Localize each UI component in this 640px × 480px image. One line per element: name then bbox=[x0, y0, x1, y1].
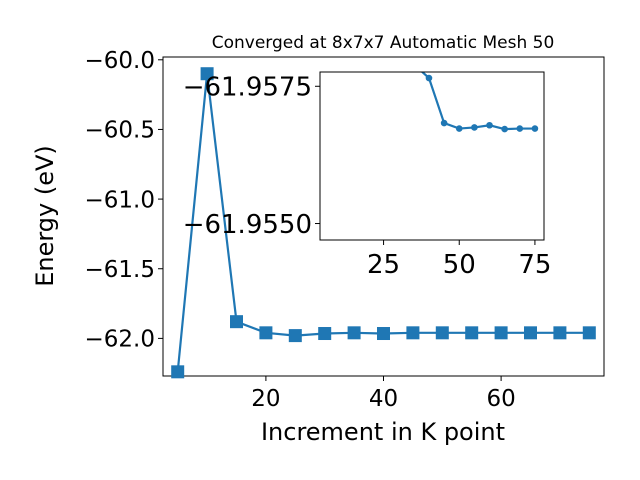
inset-axis-ticks: 25 50 75 −61.9575 −61.9550 bbox=[183, 73, 552, 280]
inset-data-point bbox=[516, 125, 524, 132]
main-data-point bbox=[318, 327, 332, 341]
inset-x-tick-label: 25 bbox=[367, 250, 400, 280]
main-data-point bbox=[171, 365, 185, 379]
main-data-point bbox=[259, 326, 273, 340]
inset-data-point bbox=[440, 119, 448, 127]
y-axis-label: Energy (eV) bbox=[31, 145, 59, 287]
main-data-point bbox=[494, 326, 508, 340]
inset-series bbox=[411, 61, 539, 133]
main-series bbox=[171, 67, 596, 379]
main-data-point bbox=[524, 326, 537, 340]
main-axis-ticks: 20 40 60 −60.0 −60.5 −61.0 −61.5 −62.0 bbox=[85, 48, 516, 412]
main-y-tick-label: −60.0 bbox=[85, 48, 155, 74]
main-data-point bbox=[347, 326, 361, 340]
inset-y-tick-label: −61.9575 bbox=[183, 73, 312, 103]
main-x-tick-label: 60 bbox=[486, 386, 515, 412]
main-x-tick-label: 40 bbox=[369, 386, 398, 412]
inset-x-tick-label: 50 bbox=[443, 250, 476, 280]
inset-plot-area bbox=[319, 71, 545, 241]
main-data-point bbox=[200, 67, 214, 81]
main-data-point bbox=[230, 315, 243, 329]
main-data-point bbox=[288, 329, 302, 343]
chart-title: Converged at 8x7x7 Automatic Mesh 50 bbox=[212, 33, 555, 53]
main-data-point bbox=[435, 326, 449, 340]
main-y-tick-label: −62.0 bbox=[85, 327, 155, 353]
inset-data-point bbox=[411, 61, 418, 68]
inset-data-point bbox=[455, 125, 463, 132]
inset-data-point bbox=[531, 125, 539, 132]
inset-data-point bbox=[486, 121, 493, 129]
inset-data-point bbox=[501, 125, 508, 133]
inset-y-tick-label: −61.9550 bbox=[183, 210, 312, 240]
main-x-tick-label: 20 bbox=[251, 386, 280, 412]
main-y-tick-label: −61.0 bbox=[85, 187, 155, 213]
inset-chart: 25 50 75 −61.9575 −61.9550 bbox=[183, 61, 552, 280]
inset-data-point bbox=[471, 124, 478, 131]
inset-data-point bbox=[425, 74, 433, 82]
x-axis-label: Increment in K point bbox=[261, 418, 505, 446]
inset-background bbox=[320, 72, 544, 240]
main-data-point bbox=[582, 326, 596, 340]
main-data-point bbox=[406, 326, 420, 340]
main-data-point bbox=[377, 327, 390, 341]
inset-x-tick-label: 75 bbox=[518, 250, 551, 280]
main-y-tick-label: −61.5 bbox=[85, 257, 155, 283]
main-y-tick-label: −60.5 bbox=[85, 118, 155, 144]
main-data-point bbox=[553, 326, 567, 340]
main-data-point bbox=[465, 326, 479, 340]
main-chart: Converged at 8x7x7 Automatic Mesh 50 20 4… bbox=[31, 33, 605, 446]
